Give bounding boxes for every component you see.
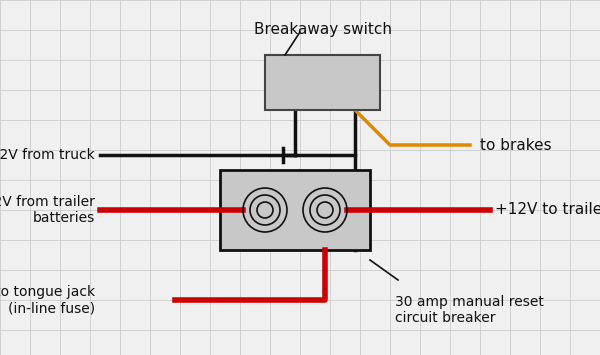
Text: Breakaway switch: Breakaway switch: [254, 22, 392, 37]
Text: +12V to trailer: +12V to trailer: [495, 202, 600, 218]
Bar: [220, 170, 370, 250]
Text: +12V from trailer
batteries: +12V from trailer batteries: [0, 195, 95, 225]
Text: 30 amp manual reset
circuit breaker: 30 amp manual reset circuit breaker: [395, 295, 544, 325]
Bar: [265, 55, 380, 110]
Text: +12V from truck: +12V from truck: [0, 148, 95, 162]
Text: +12V to tongue jack
(in-line fuse): +12V to tongue jack (in-line fuse): [0, 285, 95, 315]
Text: to brakes: to brakes: [480, 137, 551, 153]
